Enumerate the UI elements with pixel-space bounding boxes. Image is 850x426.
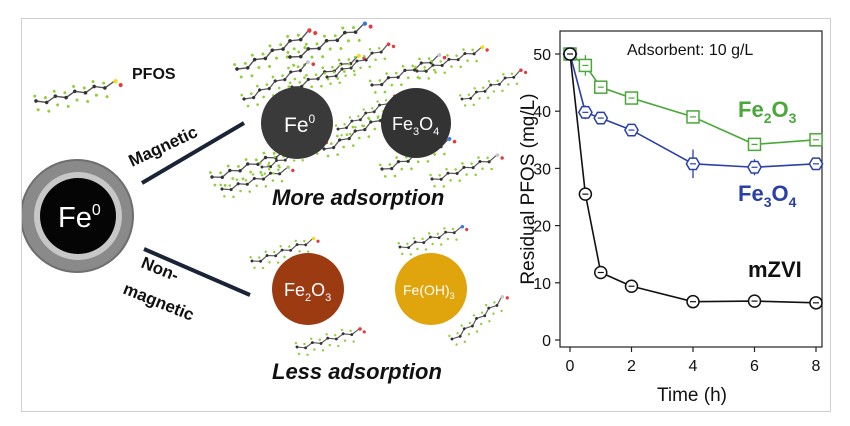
x-tick-label: 4: [689, 358, 698, 375]
fe2o3-particle: Fe2O3: [272, 253, 344, 325]
y-tick-label: 50: [533, 47, 551, 64]
x-tick-label: 0: [566, 358, 575, 375]
pfos-legend-label: PFOS: [132, 66, 176, 83]
series-label-mzvi: mZVI: [748, 257, 802, 282]
y-tick-label: 20: [533, 219, 551, 236]
y-axis-label: Residual PFOS (mg/L): [518, 93, 539, 284]
fe2o3-particle-body: [272, 253, 344, 325]
feoh3-particle-body: [395, 253, 467, 325]
particle-core: [40, 178, 116, 254]
x-tick-label: 8: [812, 358, 821, 375]
y-tick-label: 30: [533, 161, 551, 178]
x-axis-label: Time (h): [657, 385, 727, 406]
y-axis-ticks: 0 10 20 30 40 50: [533, 47, 560, 350]
feoh3-particle-label: Fe(OH)3: [403, 282, 455, 301]
fe3o4-particle-body: [381, 88, 451, 158]
nonmagnetic-branch-label-line1: Non-: [139, 253, 182, 285]
x-tick-label: 2: [627, 358, 636, 375]
fe2o3-particle-label: Fe2O3: [284, 280, 331, 304]
chart-series: [562, 47, 824, 310]
nonmagnetic-branch-label-line2: magnetic: [121, 279, 197, 325]
magnetic-branch-line: [140, 121, 246, 185]
core-label: Fe0: [58, 202, 101, 234]
pfos-cluster-molecules-icon: [208, 21, 528, 199]
chart-plot-frame: [559, 30, 823, 348]
magnetic-branch-label: Magnetic: [126, 122, 201, 170]
fe3o4-particle-label: Fe3O4: [392, 114, 439, 138]
fe0-core-shell-particle: Fe0: [20, 159, 134, 273]
y-tick-label: 0: [542, 333, 551, 350]
figure-canvas: PFOS Fe0 Magnetic Non- magnetic: [20, 21, 824, 406]
pfos-legend-molecule-icon: [33, 78, 123, 113]
x-tick-label: 6: [750, 358, 759, 375]
feoh3-particle: Fe(OH)3: [395, 253, 467, 325]
caption-less-adsorption: Less adsorption: [272, 359, 442, 384]
fe0-particle-body: [261, 87, 333, 159]
chart-annotation: Adsorbent: 10 g/L: [627, 42, 753, 59]
y-tick-label: 10: [533, 276, 551, 293]
figure-frame: PFOS Fe0 Magnetic Non- magnetic: [20, 18, 831, 412]
residual-pfos-chart: 0 10 20 30 40 50 0 2 4 6 8 Residual PFOS (mg/L) T…: [518, 30, 824, 406]
y-tick-label: 40: [533, 104, 551, 121]
series-label-fe3o4: Fe3O4: [738, 181, 797, 210]
nonmagnetic-branch-line: [143, 247, 251, 297]
caption-more-adsorption: More adsorption: [272, 185, 444, 210]
fe0-particle: Fe0: [261, 87, 333, 159]
fe3o4-particle: Fe3O4: [381, 88, 451, 158]
fe0-particle-label: Fe0: [284, 112, 316, 137]
pfos-sparse-molecules-icon: [249, 224, 509, 356]
series-label-fe2o3: Fe2O3: [738, 97, 797, 126]
x-axis-ticks: 0 2 4 6 8: [566, 347, 821, 375]
